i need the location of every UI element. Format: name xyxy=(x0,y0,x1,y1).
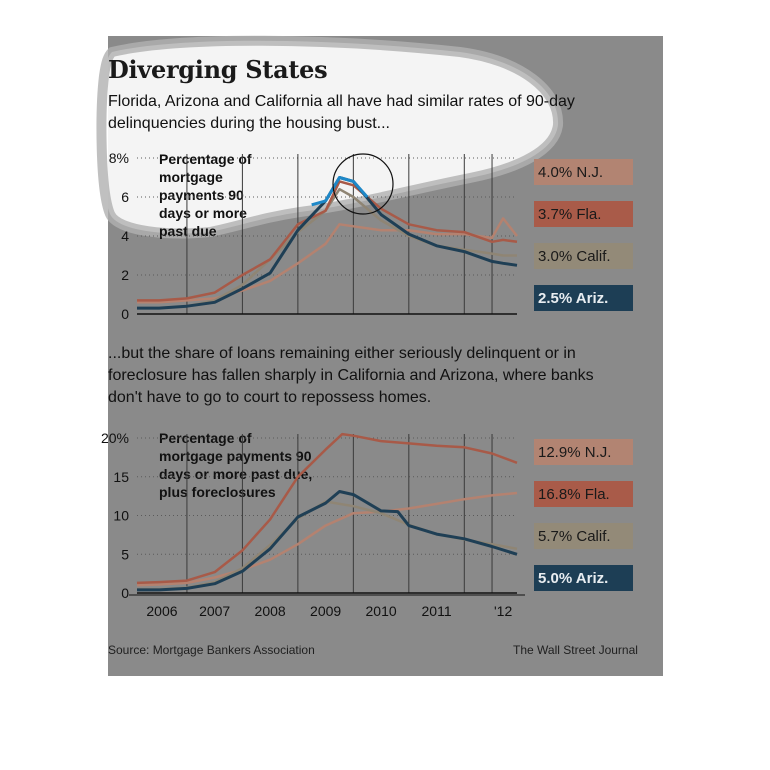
x-tick-label: 2007 xyxy=(199,603,230,619)
legend-box-nj xyxy=(534,159,633,185)
x-tick-label: 2011 xyxy=(422,603,452,619)
legend-label-calif: 3.0% Calif. xyxy=(538,248,611,265)
legend-label-nj: 12.9% N.J. xyxy=(538,444,611,461)
series-line-calif xyxy=(137,500,518,591)
y-tick-label: 20% xyxy=(101,430,129,446)
legend-box-ariz xyxy=(534,285,633,311)
chart2: 20% 15 10 5 0 16.8% Fla. 12.9% N.J. 5.7% Calif.… xyxy=(101,430,633,619)
series-line-fla xyxy=(136,432,518,585)
y-tick-label: 6 xyxy=(121,189,129,205)
y-tick-label: 4 xyxy=(121,228,129,244)
source-note: Source: Mortgage Bankers Association xyxy=(108,643,315,657)
chart1: 8% 6 4 2 0 4.0% N.J. 3.7% Fla. 3.0% Calif. 2.5% … xyxy=(109,150,633,322)
credit-note: The Wall Street Journal xyxy=(513,643,638,657)
subtitle-top: Florida, Arizona and California all have… xyxy=(108,93,575,132)
x-tick-label: 2008 xyxy=(255,603,286,619)
chart2-label: Percentage of mortgage payments 90 days … xyxy=(159,430,313,500)
legend-label-fla: 3.7% Fla. xyxy=(538,206,601,223)
legend-label-ariz: 5.0% Ariz. xyxy=(538,570,608,587)
legend-label-calif: 5.7% Calif. xyxy=(538,528,611,545)
peak-circle xyxy=(332,153,394,215)
chart-title: Diverging States xyxy=(108,55,328,84)
legend-label-nj: 4.0% N.J. xyxy=(538,164,603,181)
series-line-ariz xyxy=(137,490,518,592)
legend-box-fla xyxy=(534,201,633,227)
y-tick-label: 5 xyxy=(121,546,129,562)
peak-highlight-line xyxy=(311,176,369,207)
chart1-label: Percentage of mortgage payments 90 days … xyxy=(159,151,252,239)
x-tick-label: 2006 xyxy=(146,603,177,619)
series-line-fla xyxy=(137,180,518,302)
legend-box-fla xyxy=(534,481,633,507)
y-tick-label: 8% xyxy=(109,150,129,166)
y-tick-label: 15 xyxy=(113,469,129,485)
y-tick-label: 0 xyxy=(121,585,129,601)
legend-box-nj xyxy=(534,439,633,465)
y-tick-label: 10 xyxy=(113,508,129,524)
legend-box-calif xyxy=(534,523,633,549)
y-tick-label: 2 xyxy=(121,267,129,283)
legend-box-calif xyxy=(534,243,633,269)
series-line-nj xyxy=(136,491,518,587)
y-tick-label: 0 xyxy=(121,306,129,322)
legend-label-ariz: 2.5% Ariz. xyxy=(538,290,608,307)
x-tick-label: 2009 xyxy=(310,603,341,619)
x-tick-label: 2010 xyxy=(366,603,397,619)
subtitle-bottom: ...but the share of loans remaining eith… xyxy=(108,345,594,406)
legend-box-ariz xyxy=(534,565,633,591)
legend-label-fla: 16.8% Fla. xyxy=(538,486,610,503)
x-tick-label: '12 xyxy=(494,603,512,619)
